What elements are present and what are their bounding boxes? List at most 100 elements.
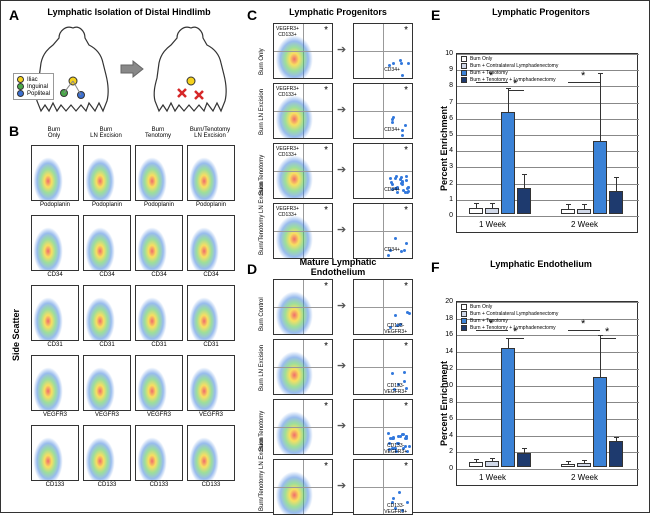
y-tick: 0 (439, 465, 453, 472)
asterisk-icon: * (404, 401, 408, 412)
asterisk-icon: * (404, 85, 408, 96)
bar (593, 141, 607, 214)
arrow-right-icon: ➔ (337, 223, 346, 236)
sig-bracket (476, 330, 508, 331)
marker-label: VEGFR3 (187, 412, 235, 418)
legend-item: Burn + Tenotomy (461, 318, 508, 324)
arrow-icon (119, 59, 145, 79)
scatter-plot (135, 425, 183, 481)
flow-gate-left: * (273, 459, 333, 515)
panel-b-label: B (9, 123, 19, 139)
legend-item: Burn + Contralateral Lymphadenectomy (461, 311, 558, 317)
sig-bracket (508, 90, 524, 91)
error-bar (616, 177, 617, 192)
scatter-plot (135, 355, 183, 411)
bar (561, 209, 575, 214)
x-group-label: 2 Week (571, 220, 598, 229)
gate-label: CD34+ (384, 247, 400, 253)
error-bar (476, 459, 477, 462)
sig-bracket (568, 82, 600, 83)
sig-bracket (476, 82, 508, 83)
flow-gate-right: * (353, 23, 413, 79)
chart-f-yaxis: Percent Enrichment (439, 361, 449, 446)
gridline (457, 369, 639, 370)
legend-item: Burn Only (461, 304, 492, 310)
condition-label: Burn Only (259, 48, 265, 75)
gate-label: VEGFR3+ CD133+ (276, 26, 299, 38)
scatter-plot (187, 285, 235, 341)
flow-gate-right: * (353, 83, 413, 139)
error-bar (524, 448, 525, 453)
legend-item: Burn + Contralateral Lymphadenectomy (461, 63, 558, 69)
arrow-right-icon: ➔ (337, 419, 346, 432)
y-tick: 9 (439, 66, 453, 73)
gridline (457, 184, 639, 185)
scatter-plot (31, 425, 79, 481)
col-header-1: Burn LN Excision (81, 127, 131, 139)
scatter-plot (187, 145, 235, 201)
asterisk-icon: * (404, 461, 408, 472)
flow-gate-left: * (273, 339, 333, 395)
marker-label: Podoplanin (135, 202, 183, 208)
y-tick: 7 (439, 99, 453, 106)
flow-gate-left: * (273, 399, 333, 455)
error-bar (492, 458, 493, 461)
y-tick: 8 (439, 82, 453, 89)
marker-label: CD31 (83, 342, 131, 348)
gridline (457, 167, 639, 168)
panel-d-title: Mature Lymphatic Endothelium (263, 257, 413, 277)
gridline (457, 419, 639, 420)
gate-label: VEGFR3+ CD133+ (276, 146, 299, 158)
bar (485, 208, 499, 214)
mouse-diagram-right (149, 23, 234, 118)
gate-label: CD34+ (384, 127, 400, 133)
error-bar (584, 460, 585, 463)
x-group-label: 1 Week (479, 473, 506, 482)
asterisk-icon: * (324, 85, 328, 96)
gridline (457, 302, 639, 303)
bar (501, 112, 515, 214)
sig-bracket (600, 338, 616, 339)
gridline (457, 402, 639, 403)
marker-label: VEGFR3 (83, 412, 131, 418)
arrow-right-icon: ➔ (337, 479, 346, 492)
arrow-right-icon: ➔ (337, 359, 346, 372)
col-header-3: Burn/Tenotomy LN Excision (185, 127, 235, 139)
marker-label: CD133 (135, 482, 183, 488)
scatter-plot (83, 145, 131, 201)
bar (609, 441, 623, 467)
marker-label: CD133 (31, 482, 79, 488)
legend-iliac-text: Iliac (27, 77, 38, 83)
scatter-plot (135, 145, 183, 201)
panel-f-label: F (431, 259, 440, 275)
legend-popliteal: Popliteal (17, 90, 50, 97)
sig-star: * (489, 318, 493, 330)
panel-a-title: Lymphatic Isolation of Distal Hindlimb (29, 7, 229, 17)
y-tick: 20 (439, 298, 453, 305)
panel-a-label: A (9, 7, 19, 23)
gate-label: CD133- VEGFR3+ (384, 503, 407, 515)
gridline (457, 119, 639, 120)
marker-label: CD133 (83, 482, 131, 488)
legend-iliac: Iliac (17, 76, 50, 83)
bar (485, 461, 499, 467)
error-bar (584, 204, 585, 209)
chart-f: 024681012141618201 Week2 WeekBurn OnlyBu… (456, 301, 638, 486)
marker-label: CD34 (31, 272, 79, 278)
condition-label: Burn LN Excision (259, 89, 265, 135)
flow-gate-left: *VEGFR3+ CD133+ (273, 23, 333, 79)
marker-label: CD34 (83, 272, 131, 278)
gridline (457, 352, 639, 353)
marker-label: CD31 (187, 342, 235, 348)
bar (517, 453, 531, 467)
bar (593, 377, 607, 467)
error-bar (508, 88, 509, 112)
x-group-label: 2 Week (571, 473, 598, 482)
panel-c-label: C (247, 7, 257, 23)
condition-label: Burn/Tenotomy LN Excision (259, 437, 265, 511)
flow-gate-left: * (273, 279, 333, 335)
marker-label: Podoplanin (31, 202, 79, 208)
sig-star: * (605, 326, 609, 338)
legend-inguinal-text: Inguinal (27, 84, 48, 90)
scatter-plot (83, 425, 131, 481)
